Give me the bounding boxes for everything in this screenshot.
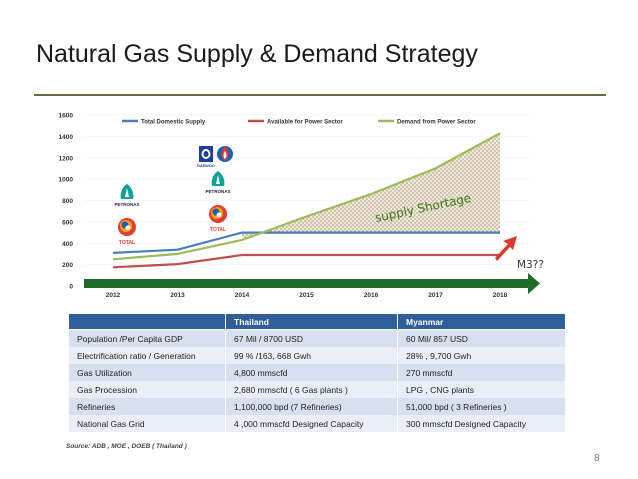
y-tick-label: 800 xyxy=(62,198,73,205)
table-header-cell xyxy=(68,313,226,330)
x-tick-label: 2018 xyxy=(493,292,508,299)
series-line xyxy=(112,253,500,269)
table-header-cell: Myanmar xyxy=(397,313,566,330)
table-cell: 2,680 mmscfd ( 6 Gas plants ) xyxy=(225,381,398,398)
source-note: Source: ADB , MOE , DOEB ( Thailand ) xyxy=(66,443,187,450)
daewoo-logo-icon xyxy=(203,151,209,157)
table-cell: 60 Mil/ 857 USD xyxy=(397,329,566,347)
table-row: Refineries 1,100,000 bpd (7 Refineries) … xyxy=(68,398,566,415)
table-row: National Gas Grid 4 ,000 mmscfd Designed… xyxy=(68,415,566,432)
table-cell: Refineries xyxy=(68,398,226,415)
y-tick-label: 0 xyxy=(69,284,73,291)
table-cell: 300 mmscfd Designed Capacity xyxy=(397,415,566,432)
petronas-logo-text: PETRONAS xyxy=(114,202,139,207)
table-cell: LPG , CNG plants xyxy=(397,381,566,398)
table-row: Gas Procession 2,680 mmscfd ( 6 Gas plan… xyxy=(68,381,566,398)
table-cell: National Gas Grid xyxy=(68,415,226,432)
y-tick-label: 1400 xyxy=(59,134,74,141)
series-line xyxy=(112,132,501,261)
ptt-logo-icon xyxy=(223,151,227,159)
table-header-cell: Thailand xyxy=(225,313,398,330)
y-tick-label: 1600 xyxy=(59,113,74,120)
comparison-table: Thailand Myanmar Population /Per Capita … xyxy=(68,313,566,432)
petronas-logo-icon xyxy=(216,175,220,184)
m3-label: M3?? xyxy=(517,259,544,271)
slide-title: Natural Gas Supply & Demand Strategy xyxy=(36,40,478,68)
legend-label: Available for Power Sector xyxy=(267,120,343,126)
total-logo-text: TOTAL xyxy=(119,240,135,246)
y-tick-label: 200 xyxy=(62,262,73,269)
y-tick-label: 400 xyxy=(62,241,73,248)
x-axis-arrow xyxy=(84,273,540,294)
daewoo-logo-text: DAEWOO xyxy=(197,164,215,168)
petronas-logo-text: PETRONAS xyxy=(205,189,230,194)
table-cell: 28% , 9,700 Gwh xyxy=(397,347,566,364)
x-tick-label: 2014 xyxy=(235,292,250,299)
table-cell: 270 mmscfd xyxy=(397,364,566,381)
x-tick-label: 2016 xyxy=(364,292,379,299)
table-cell: Population /Per Capita GDP xyxy=(68,329,226,347)
table-cell: 4 ,000 mmscfd Designed Capacity xyxy=(225,415,398,432)
chart: 0 200 400 600 800 1000 1200 1400 1600 2012 2013 20… xyxy=(59,113,544,300)
legend-label: Demand from Power Sector xyxy=(397,120,476,126)
table-row: Electrification ratio / Generation 99 % … xyxy=(68,347,566,364)
table-cell: Gas Procession xyxy=(68,381,226,398)
title-divider xyxy=(34,94,606,96)
x-tick-label: 2017 xyxy=(428,292,443,299)
legend-label: Total Domestic Supply xyxy=(141,120,206,126)
table-cell: 4,800 mmscfd xyxy=(225,364,398,381)
total-logo-text: TOTAL xyxy=(210,227,226,233)
y-tick-label: 600 xyxy=(62,219,73,226)
table-cell: Gas Utilization xyxy=(68,364,226,381)
table-cell: 51,000 bpd ( 3 Refineries ) xyxy=(397,398,566,415)
table-cell: 67 Mil / 8700 USD xyxy=(225,329,398,347)
page-number: 8 xyxy=(594,453,600,464)
red-arrow-icon xyxy=(495,236,517,261)
x-tick-label: 2015 xyxy=(299,292,314,299)
x-tick-label: 2013 xyxy=(170,292,185,299)
table-cell: Electrification ratio / Generation xyxy=(68,347,226,364)
table-cell: 1,100,000 bpd (7 Refineries) xyxy=(225,398,398,415)
y-tick-label: 1200 xyxy=(59,155,74,162)
total-logo-icon xyxy=(125,225,131,231)
supply-shortage-area xyxy=(242,133,500,241)
series-line xyxy=(112,231,500,254)
table-cell: 99 % /163, 668 Gwh xyxy=(225,347,398,364)
table-row: Gas Utilization 4,800 mmscfd 270 mmscfd xyxy=(68,364,566,381)
y-tick-label: 1000 xyxy=(59,177,74,184)
table-row: Population /Per Capita GDP 67 Mil / 8700… xyxy=(68,329,566,347)
total-logo-icon xyxy=(216,212,222,218)
table-header-row: Thailand Myanmar xyxy=(68,313,566,330)
x-tick-label: 2012 xyxy=(106,292,121,299)
petronas-logo-icon xyxy=(125,188,129,197)
